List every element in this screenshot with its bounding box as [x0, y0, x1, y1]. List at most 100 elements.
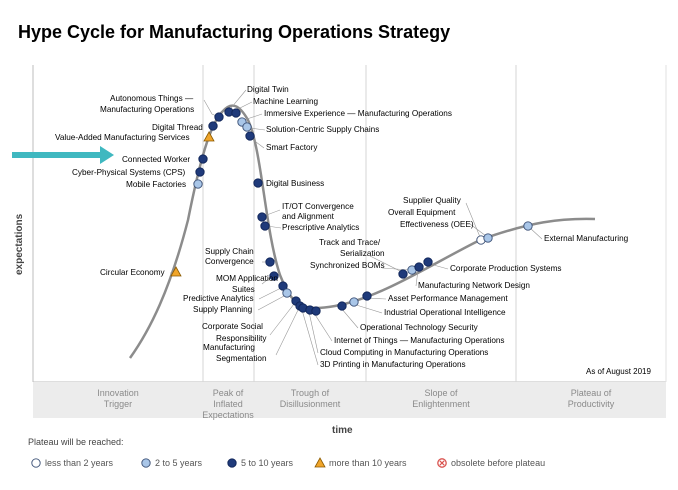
phase-label-innovation-trigger: Trigger [104, 399, 132, 409]
phase-label-plateau-of-productivity: Plateau of [571, 388, 612, 398]
page-title: Hype Cycle for Manufacturing Operations … [18, 22, 451, 42]
external-manufacturing-marker [523, 221, 533, 231]
smart-factory-label: Smart Factory [266, 143, 318, 152]
it-ot-convergence-and-alignment-label: IT/OT Convergence [282, 202, 354, 211]
machine-learning-marker [231, 108, 241, 118]
supply-chain-convergence-label: Supply Chain [205, 247, 254, 256]
solution-centric-supply-chains-label: Solution-Centric Supply Chains [266, 125, 379, 134]
prescriptive-analytics-marker [260, 221, 270, 231]
external-manufacturing-label: External Manufacturing [544, 234, 629, 243]
legend-more-than-10-years-label: more than 10 years [329, 458, 407, 468]
value-added-manufacturing-services-label: Value-Added Manufacturing Services [55, 133, 190, 142]
autonomous-things-manufacturing-operations-label: Autonomous Things — [110, 94, 194, 103]
supplier-quality-label: Supplier Quality [403, 196, 462, 205]
overall-equipment-effectiveness-oee-marker [483, 233, 493, 243]
phase-label-trough-of-disillusionment: Disillusionment [280, 399, 341, 409]
phase-label-trough-of-disillusionment: Trough of [291, 388, 330, 398]
phase-label-slope-of-enlightenment: Slope of [424, 388, 458, 398]
overall-equipment-effectiveness-oee-label: Overall Equipment [388, 208, 456, 217]
digital-thread-marker [208, 121, 218, 131]
technology-labels: Circular Economy Mobile Factories Cyber-Ph… [55, 85, 629, 369]
technology-markers [170, 107, 533, 316]
mobile-factories-label: Mobile Factories [126, 180, 186, 189]
digital-business-marker [253, 178, 263, 188]
supply-planning-label: Supply Planning [193, 305, 253, 314]
phase-label-innovation-trigger: Innovation [97, 388, 139, 398]
asset-performance-management-marker [362, 291, 372, 301]
manufacturing-segmentation-label: Segmentation [216, 354, 267, 363]
it-ot-convergence-and-alignment-label: and Alignment [282, 212, 335, 221]
legend-2-to-5-years-marker [141, 458, 151, 468]
connected-worker-arrow [12, 146, 114, 164]
mom-application-suites-label: MOM Application [216, 274, 278, 283]
cyber-physical-systems-cps-label: Cyber-Physical Systems (CPS) [72, 168, 186, 177]
legend-obsolete-before-plateau-label: obsolete before plateau [451, 458, 545, 468]
predictive-analytics-label: Predictive Analytics [183, 294, 254, 303]
phase-label-peak-of-inflated: Peak of [213, 388, 244, 398]
circular-economy-label: Circular Economy [100, 268, 166, 277]
manufacturing-segmentation-label: Manufacturing [203, 343, 255, 352]
mobile-factories-marker [193, 179, 203, 189]
industrial-operational-intelligence-label: Industrial Operational Intelligence [384, 308, 506, 317]
cyber-physical-systems-cps-marker [195, 167, 205, 177]
internet-of-things-manufacturing-operations-label: Internet of Things — Manufacturing Opera… [334, 336, 505, 345]
operational-technology-security-label: Operational Technology Security [360, 323, 479, 332]
manufacturing-network-design-marker [414, 262, 424, 272]
legend-less-than-2-years-label: less than 2 years [45, 458, 114, 468]
phase-label-plateau-of-productivity: Productivity [568, 399, 615, 409]
cloud-computing-in-manufacturing-operations-leader [308, 309, 319, 354]
digital-thread-label: Digital Thread [152, 123, 203, 132]
autonomous-things-manufacturing-operations-marker [214, 112, 224, 122]
it-ot-convergence-and-alignment-marker [257, 212, 267, 222]
overall-equipment-effectiveness-oee-label: Effectiveness (OEE) [400, 220, 474, 229]
track-and-trace-serialization-label: Serialization [340, 249, 385, 258]
as-of-date: As of August 2019 [586, 367, 651, 376]
3d-printing-in-manufacturing-operations-label: 3D Printing in Manufacturing Operations [320, 360, 466, 369]
legend-2-to-5-years-label: 2 to 5 years [155, 458, 203, 468]
immersive-experience-manufacturing-operations-label: Immersive Experience — Manufacturing Ope… [264, 109, 452, 118]
corporate-social-responsibility-label: Responsibility [216, 334, 267, 343]
digital-business-label: Digital Business [266, 179, 324, 188]
phase-label-peak-of-inflated: Inflated [213, 399, 243, 409]
legend-obsolete-before-plateau-marker [437, 458, 447, 468]
phase-label-peak-of-inflated: Expectations [202, 410, 254, 420]
x-axis-label: time [332, 425, 353, 436]
y-axis-label: expectations [14, 213, 25, 275]
machine-learning-label: Machine Learning [253, 97, 319, 106]
track-and-trace-serialization-marker [398, 269, 408, 279]
synchronized-boms-label: Synchronized BOMs [310, 261, 385, 270]
legend-title: Plateau will be reached: [28, 437, 124, 447]
supply-chain-convergence-label: Convergence [205, 257, 254, 266]
connected-worker-label: Connected Worker [122, 155, 190, 164]
internet-of-things-manufacturing-operations-marker [311, 306, 321, 316]
prescriptive-analytics-label: Prescriptive Analytics [282, 223, 359, 232]
hype-curve [128, 104, 596, 359]
mom-application-suites-marker [269, 271, 279, 281]
asset-performance-management-label: Asset Performance Management [388, 294, 508, 303]
circular-economy-marker [170, 266, 182, 277]
legend: Plateau will be reached: less than 2 yea… [28, 437, 545, 468]
predictive-analytics-marker [278, 281, 288, 291]
solution-centric-supply-chains-marker [242, 122, 252, 132]
supply-chain-convergence-marker [265, 257, 275, 267]
legend-more-than-10-years-marker [314, 457, 326, 468]
autonomous-things-manufacturing-operations-label: Manufacturing Operations [100, 105, 194, 114]
corporate-production-systems-label: Corporate Production Systems [450, 264, 562, 273]
supply-planning-leader [257, 292, 288, 311]
manufacturing-segmentation-leader [275, 305, 301, 356]
corporate-social-responsibility-label: Corporate Social [202, 322, 263, 331]
phase-label-slope-of-enlightenment: Enlightenment [412, 399, 470, 409]
supply-planning-marker [282, 288, 292, 298]
corporate-production-systems-marker [423, 257, 433, 267]
digital-twin-label: Digital Twin [247, 85, 289, 94]
track-and-trace-serialization-label: Track and Trace/ [319, 238, 381, 247]
legend-less-than-2-years-marker [31, 458, 41, 468]
cloud-computing-in-manufacturing-operations-label: Cloud Computing in Manufacturing Operati… [320, 348, 488, 357]
manufacturing-network-design-label: Manufacturing Network Design [418, 281, 530, 290]
corporate-social-responsibility-leader [269, 300, 297, 336]
smart-factory-marker [245, 131, 255, 141]
industrial-operational-intelligence-marker [349, 297, 359, 307]
legend-5-to-10-years-marker [227, 458, 237, 468]
